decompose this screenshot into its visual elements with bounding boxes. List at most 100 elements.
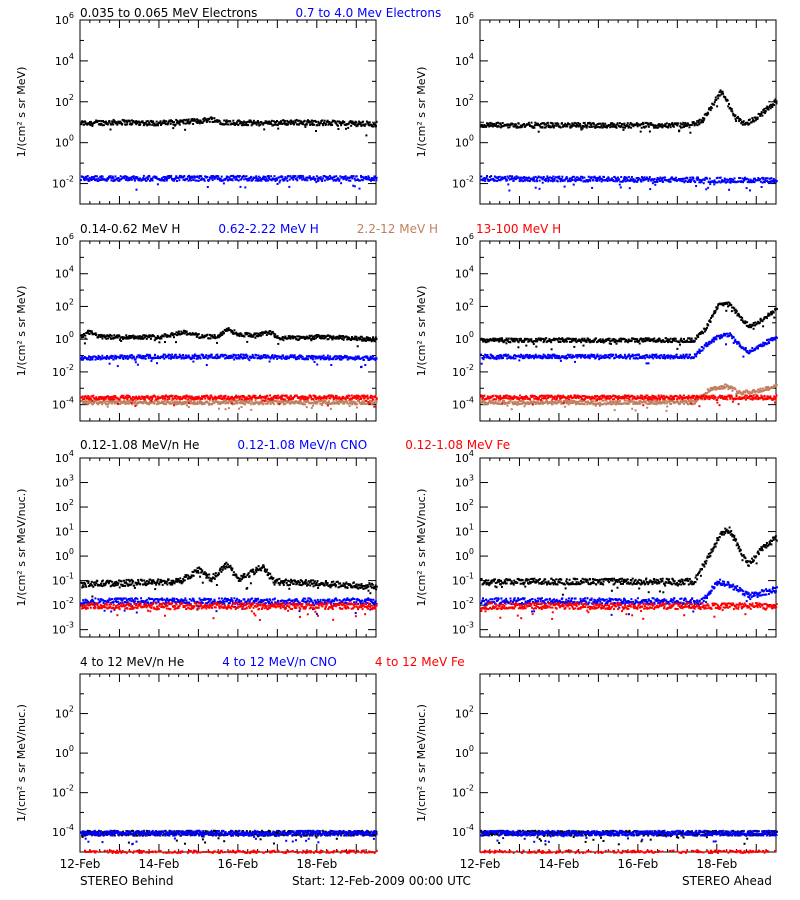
data-point [219, 178, 222, 181]
data-point [231, 179, 234, 182]
data-point [319, 178, 322, 181]
data-point [87, 178, 90, 181]
data-point [124, 175, 127, 178]
data-point [579, 177, 582, 180]
data-point [307, 400, 309, 402]
data-point [591, 186, 594, 189]
data-point [185, 330, 188, 333]
data-point [339, 355, 342, 358]
data-point [250, 408, 253, 411]
data-point [193, 176, 196, 179]
data-point [237, 179, 240, 182]
data-point [582, 339, 585, 342]
data-point [732, 113, 735, 116]
data-point [173, 355, 176, 358]
data-point [272, 124, 274, 127]
data-point [573, 121, 576, 124]
data-point [82, 176, 85, 179]
data-point [208, 354, 211, 357]
data-point [585, 341, 588, 343]
data-point [174, 176, 177, 179]
data-point [621, 123, 624, 126]
data-point [665, 122, 668, 125]
data-point [145, 120, 148, 123]
data-point [218, 336, 221, 339]
data-point [492, 177, 495, 180]
data-point [224, 408, 227, 411]
data-point [160, 178, 163, 181]
data-point [741, 123, 744, 126]
data-point [304, 178, 307, 181]
data-point [311, 123, 314, 126]
data-point [686, 339, 688, 342]
data-point [112, 358, 115, 361]
data-point [336, 401, 339, 404]
data-point [108, 335, 111, 338]
data-point [312, 120, 315, 123]
data-point [130, 401, 133, 404]
data-point [759, 114, 762, 117]
data-point [564, 125, 567, 128]
data-point [269, 402, 272, 405]
data-point [210, 175, 213, 178]
data-point [259, 395, 262, 398]
data-point [367, 175, 370, 178]
data-point [312, 358, 315, 361]
data-point [332, 179, 335, 182]
data-point [247, 398, 249, 400]
data-point [173, 179, 176, 182]
data-point [597, 125, 600, 128]
data-point [371, 339, 374, 342]
data-point [297, 335, 300, 338]
data-point [689, 176, 692, 179]
data-point [541, 126, 544, 129]
data-point [571, 175, 574, 178]
data-point [353, 185, 356, 188]
data-point [273, 403, 276, 406]
data-point [265, 331, 268, 333]
data-point [299, 174, 302, 177]
data-point [115, 336, 118, 339]
data-point [342, 338, 345, 341]
data-point [509, 124, 512, 127]
data-point [184, 330, 187, 333]
data-point [609, 123, 612, 126]
data-point [674, 122, 677, 125]
data-point [198, 122, 201, 125]
data-point [766, 105, 769, 108]
data-point [97, 336, 100, 338]
data-point [248, 359, 251, 362]
data-point [354, 179, 357, 182]
data-point [648, 176, 651, 179]
data-point [171, 394, 174, 397]
data-point [359, 402, 362, 404]
data-point [647, 178, 650, 181]
data-point [205, 364, 208, 366]
data-point [287, 396, 290, 399]
data-point [266, 354, 269, 357]
data-point [309, 176, 312, 179]
data-point [199, 357, 202, 360]
data-point [644, 121, 647, 124]
data-point [359, 123, 362, 126]
ytick-label: 10-2 [52, 175, 74, 191]
data-point [285, 177, 288, 180]
data-point [100, 177, 103, 180]
data-point [245, 353, 248, 356]
data-point [139, 354, 142, 357]
data-point [358, 398, 361, 401]
data-point [277, 400, 280, 403]
data-point [738, 120, 741, 123]
data-point [149, 179, 151, 182]
data-point [182, 395, 185, 398]
data-point [269, 330, 272, 333]
data-point [311, 122, 314, 125]
data-point [258, 124, 261, 127]
data-point [350, 339, 352, 341]
data-point [245, 175, 248, 178]
data-point [260, 397, 263, 400]
data-point [246, 178, 249, 180]
data-point [368, 358, 371, 361]
data-point [138, 395, 140, 398]
